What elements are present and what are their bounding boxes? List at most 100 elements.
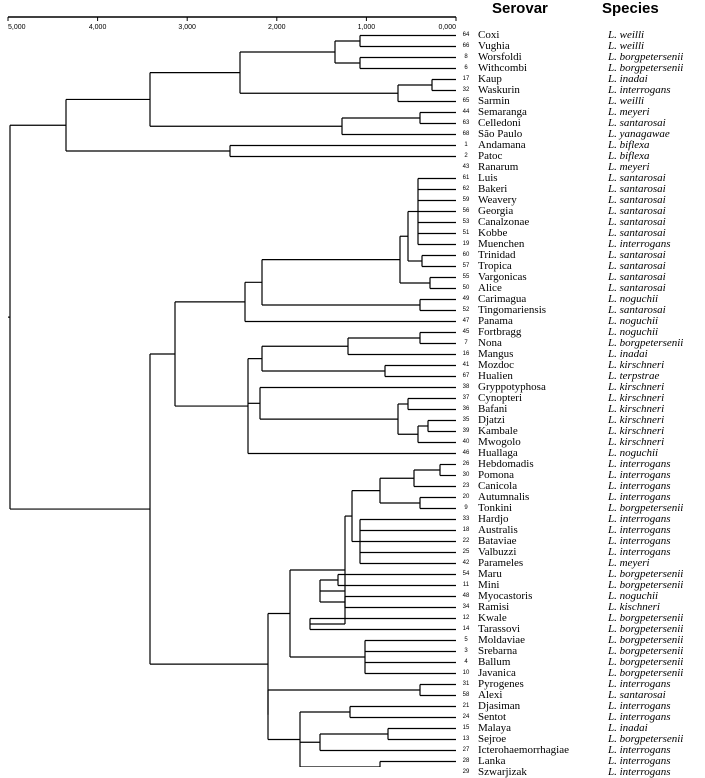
species-name: L. borgpetersenii: [608, 656, 684, 668]
leaf-number: 6: [464, 65, 468, 71]
species-name: L. santarosai: [608, 117, 666, 129]
leaf-row: 28 Lanka L. interrogans: [456, 756, 705, 767]
serovar-name: São Paulo: [478, 128, 523, 140]
serovar-name: Bakeri: [478, 183, 508, 195]
serovar-name: Hualien: [478, 370, 513, 382]
species-name: L. interrogans: [608, 513, 671, 525]
leaf-number: 53: [462, 219, 470, 225]
serovar-name: Canicola: [478, 480, 518, 492]
species-name: L. interrogans: [608, 700, 671, 712]
leaf-number: 26: [462, 461, 470, 467]
leaf-row: 53 Canalzonae L. santarosai: [456, 217, 705, 228]
leaf-number: 28: [462, 758, 470, 764]
scale-tick-label: 4,000: [89, 24, 107, 31]
serovar-name: Vughia: [478, 40, 510, 52]
species-name: L. inadai: [608, 348, 648, 360]
leaf-row: 25 Valbuzzi L. interrogans: [456, 547, 705, 558]
leaf-number: 52: [462, 307, 470, 313]
species-name: L. interrogans: [608, 678, 671, 690]
species-name: L. interrogans: [608, 491, 671, 503]
species-name: L. borgpetersenii: [608, 623, 684, 635]
leaf-number: 68: [462, 131, 470, 137]
serovar-name: Sentot: [478, 711, 507, 723]
leaf-number: 25: [462, 549, 470, 555]
serovar-name: Tingomariensis: [478, 304, 547, 316]
leaf-number: 42: [462, 560, 470, 566]
species-name: L. noguchii: [608, 447, 659, 459]
leaf-row: 58 Alexi L. santarosai: [456, 690, 705, 701]
leaf-number: 43: [462, 164, 470, 170]
serovar-name: Sarmin: [478, 95, 510, 107]
serovar-name: Huallaga: [478, 447, 518, 459]
serovar-name: Autumnalis: [478, 491, 530, 503]
serovar-name: Carimagua: [478, 293, 527, 305]
species-name: L. santarosai: [608, 689, 666, 701]
leaf-number: 46: [462, 450, 470, 456]
species-name: L. yanagawae: [608, 128, 670, 140]
species-name: L. santarosai: [608, 183, 666, 195]
leaf-number: 48: [462, 593, 470, 599]
species-name: L. noguchii: [608, 315, 659, 327]
serovar-name: Hebdomadis: [478, 458, 534, 470]
species-name: L. interrogans: [608, 84, 671, 96]
serovar-name: Australis: [478, 524, 518, 536]
leaf-number: 5: [464, 637, 468, 643]
leaf-number: 15: [462, 725, 470, 731]
leaf-number: 2: [464, 153, 468, 159]
leaf-number: 32: [462, 87, 470, 93]
serovar-name: Myocastoris: [478, 590, 533, 602]
serovar-name: Alexi: [478, 689, 503, 701]
leaf-row: 7 Nona L. borgpetersenii: [456, 338, 705, 349]
leaf-number: 8: [464, 54, 468, 60]
species-name: L. meyeri: [608, 161, 650, 173]
leaf-number: 36: [462, 406, 470, 412]
leaf-row: 51 Kobbe L. santarosai: [456, 228, 705, 239]
species-name: L. santarosai: [608, 260, 666, 272]
leaf-row: 48 Myocastoris L. noguchii: [456, 591, 705, 602]
leaf-number: 7: [464, 340, 468, 346]
leaf-row: 42 Parameles L. meyeri: [456, 558, 705, 569]
leaf-number: 33: [462, 516, 470, 522]
species-name: L. borgpetersenii: [608, 579, 684, 591]
leaf-row: 54 Maru L. borgpetersenii: [456, 569, 705, 580]
species-name: L. borgpetersenii: [608, 645, 684, 657]
leaf-row: 38 Gryppotyphosa L. kirschneri: [456, 382, 705, 393]
species-name: L. santarosai: [608, 282, 666, 294]
serovar-name: Ballum: [478, 656, 511, 668]
species-name: L. santarosai: [608, 304, 666, 316]
scale-tick-label: 0,000: [438, 24, 456, 31]
leaf-row: 45 Fortbragg L. noguchii: [456, 327, 705, 338]
leaf-row: 68 São Paulo L. yanagawae: [456, 129, 705, 140]
scale-tick-label: 3,000: [178, 24, 196, 31]
species-name: L. borgpetersenii: [608, 634, 684, 646]
leaf-number: 61: [462, 175, 470, 181]
leaf-number: 13: [462, 736, 470, 742]
leaf-row: 43 Ranarum L. meyeri: [456, 162, 705, 173]
serovar-name: Szwarjizak: [478, 766, 527, 778]
leaf-row: 24 Sentot L. interrogans: [456, 712, 705, 723]
leaf-row: 44 Semaranga L. meyeri: [456, 107, 705, 118]
leaf-number: 31: [462, 681, 470, 687]
serovar-name: Coxi: [478, 29, 500, 41]
leaf-row: 15 Malaya L. inadai: [456, 723, 705, 734]
serovar-name: Bataviae: [478, 535, 517, 547]
species-name: L. kirschneri: [608, 403, 665, 415]
leaf-row: 4 Ballum L. borgpetersenii: [456, 657, 705, 668]
species-name: L. kirschneri: [608, 414, 665, 426]
serovar-name: Waskurin: [478, 84, 520, 96]
species-name: L. borgpetersenii: [608, 62, 684, 74]
leaf-number: 54: [462, 571, 470, 577]
serovar-name: Canalzonae: [478, 216, 530, 228]
leaf-number: 49: [462, 296, 470, 302]
leaf-number: 27: [462, 747, 470, 753]
leaf-number: 30: [462, 472, 470, 478]
leaf-number: 21: [462, 703, 470, 709]
serovar-name: Panama: [478, 315, 513, 327]
leaf-row: 6 Withcombi L. borgpetersenii: [456, 63, 705, 74]
leaf-number: 23: [462, 483, 470, 489]
leaf-number: 55: [462, 274, 470, 280]
leaf-number: 11: [462, 582, 470, 588]
serovar-name: Srebarna: [478, 645, 518, 657]
leaf-row: 26 Hebdomadis L. interrogans: [456, 459, 705, 470]
leaf-row: 37 Cynopteri L. kirschneri: [456, 393, 705, 404]
